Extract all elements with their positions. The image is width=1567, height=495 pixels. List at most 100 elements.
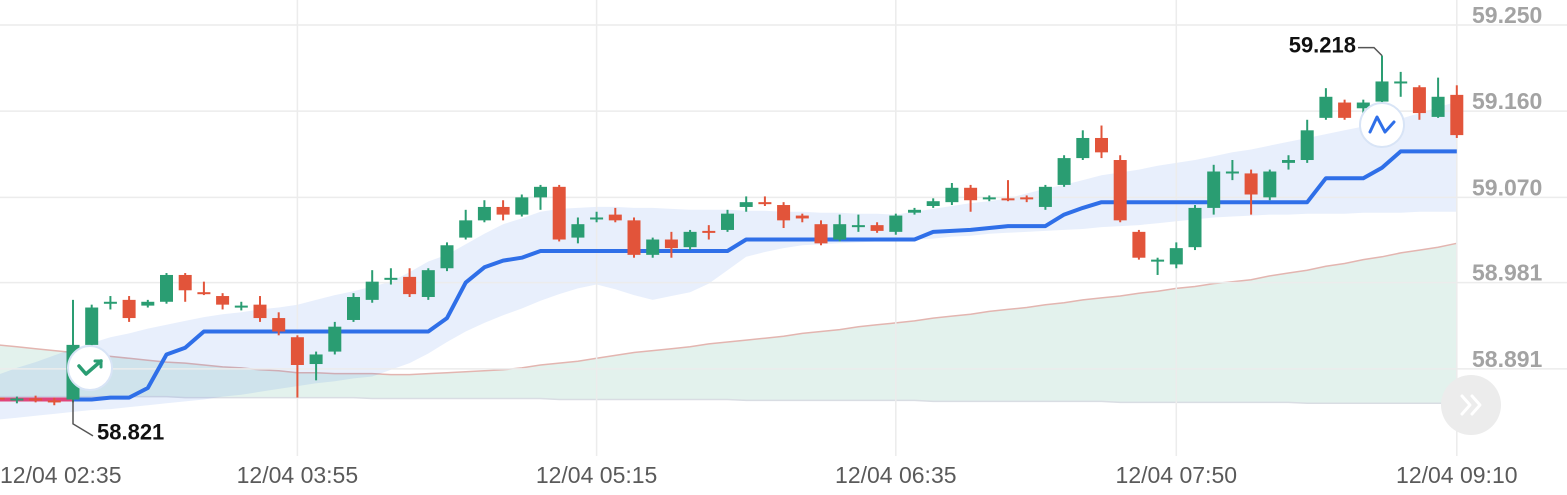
y-tick-label: 58.891: [1472, 346, 1543, 372]
candle-body: [178, 274, 192, 291]
icon-glyph: [93, 359, 103, 369]
candle-body: [328, 326, 342, 352]
candle-body: [664, 239, 678, 249]
candle-body: [1001, 198, 1015, 201]
candle-body: [552, 186, 566, 240]
y-tick-label: 58.981: [1472, 260, 1543, 286]
candle-body: [309, 354, 323, 365]
candle-body: [1431, 96, 1445, 117]
axis-layer: 59.250 59.160 59.070 58.981 58.891 12/04 02:3…: [0, 2, 1543, 488]
candle-body: [908, 209, 921, 213]
candle-body: [702, 230, 716, 233]
candle-body: [1188, 207, 1202, 248]
candle-body: [1319, 96, 1333, 118]
trend-line: [73, 149, 1457, 402]
candle-body: [1076, 137, 1090, 159]
candle-body: [1375, 81, 1389, 102]
candle-body: [739, 202, 753, 207]
candle-body: [1356, 102, 1370, 109]
candle-body: [365, 281, 379, 300]
candle-body: [103, 301, 117, 304]
annotation-leader: [72, 399, 94, 437]
candle-body: [1057, 158, 1071, 185]
candle-body: [590, 217, 604, 220]
candle-body: [571, 224, 585, 238]
candle-body: [1151, 259, 1165, 262]
band-area: [0, 101, 1457, 420]
candle-body: [758, 202, 772, 205]
x-tick-label: 12/04 03:55: [237, 462, 359, 488]
buy-signal-icon: [67, 345, 113, 391]
candle-body: [1169, 248, 1183, 265]
x-tick-label: 12/04 02:35: [0, 462, 122, 488]
candle-body: [440, 245, 454, 269]
low-annotation: 58.821: [97, 420, 164, 445]
candle-body: [85, 307, 99, 345]
candle-body: [1263, 171, 1277, 198]
candle-body: [646, 239, 660, 255]
candle-body: [814, 224, 828, 244]
candle-body: [851, 225, 865, 228]
icon-glyph: [77, 359, 103, 376]
candle-body: [1244, 173, 1258, 195]
candle-body: [477, 206, 491, 221]
x-tick-label: 12/04 09:10: [1396, 462, 1518, 488]
candle-body: [777, 205, 791, 221]
candle-body: [889, 215, 903, 232]
candle-body: [608, 214, 622, 221]
candle-body: [1225, 171, 1239, 174]
grid-layer: [0, 0, 1567, 456]
candle-body: [627, 220, 641, 255]
candle-body: [0, 397, 5, 400]
candle-body: [964, 187, 978, 201]
candle-body: [1338, 102, 1352, 118]
annotation-leader: [1358, 46, 1383, 57]
scroll-latest-button[interactable]: [1441, 375, 1501, 435]
candle-body: [1300, 130, 1314, 161]
candle-body: [421, 270, 435, 297]
y-tick-label: 59.070: [1472, 174, 1542, 200]
candle-body: [1282, 160, 1295, 163]
candle-body: [403, 276, 417, 295]
candle-body: [515, 197, 529, 215]
candle-body: [496, 206, 510, 215]
candle-body: [1207, 171, 1221, 208]
candle-body: [1132, 231, 1146, 258]
y-tick-label: 59.250: [1472, 2, 1542, 28]
moving-average-area: [0, 243, 1457, 404]
candle-body: [982, 197, 996, 200]
x-tick-label: 12/04 07:50: [1116, 462, 1238, 488]
candle-body: [290, 337, 304, 365]
base-line: [0, 395, 1457, 405]
candle-body: [1412, 87, 1426, 114]
candle-body: [945, 187, 959, 203]
button-glyph: [1470, 394, 1482, 416]
candle-body: [141, 301, 155, 306]
candle-body: [926, 201, 940, 206]
candle-body: [1113, 160, 1127, 221]
candle-body: [1095, 137, 1108, 153]
candle-body: [1038, 186, 1052, 207]
candle-body: [10, 398, 24, 401]
candle-body: [683, 231, 697, 248]
candle-body: [272, 318, 286, 332]
high-annotation: 59.218: [1289, 32, 1356, 57]
background-layer: [0, 101, 1457, 420]
candle-body: [870, 225, 884, 231]
y-tick-label: 59.160: [1472, 88, 1542, 114]
candle-body: [459, 220, 473, 238]
icon-glyph: [1368, 115, 1396, 134]
annotation-layer: 59.218 58.821: [72, 32, 1383, 445]
candle-body: [833, 224, 847, 240]
candle-body: [47, 400, 61, 403]
candle-body: [122, 299, 136, 319]
candle-body: [795, 215, 809, 219]
candle-body: [29, 398, 43, 401]
icon-circle: [67, 345, 113, 391]
candle-body: [347, 296, 360, 320]
candle-layer: [0, 55, 1464, 406]
candle-body: [384, 277, 398, 280]
candle-body: [1394, 81, 1408, 84]
